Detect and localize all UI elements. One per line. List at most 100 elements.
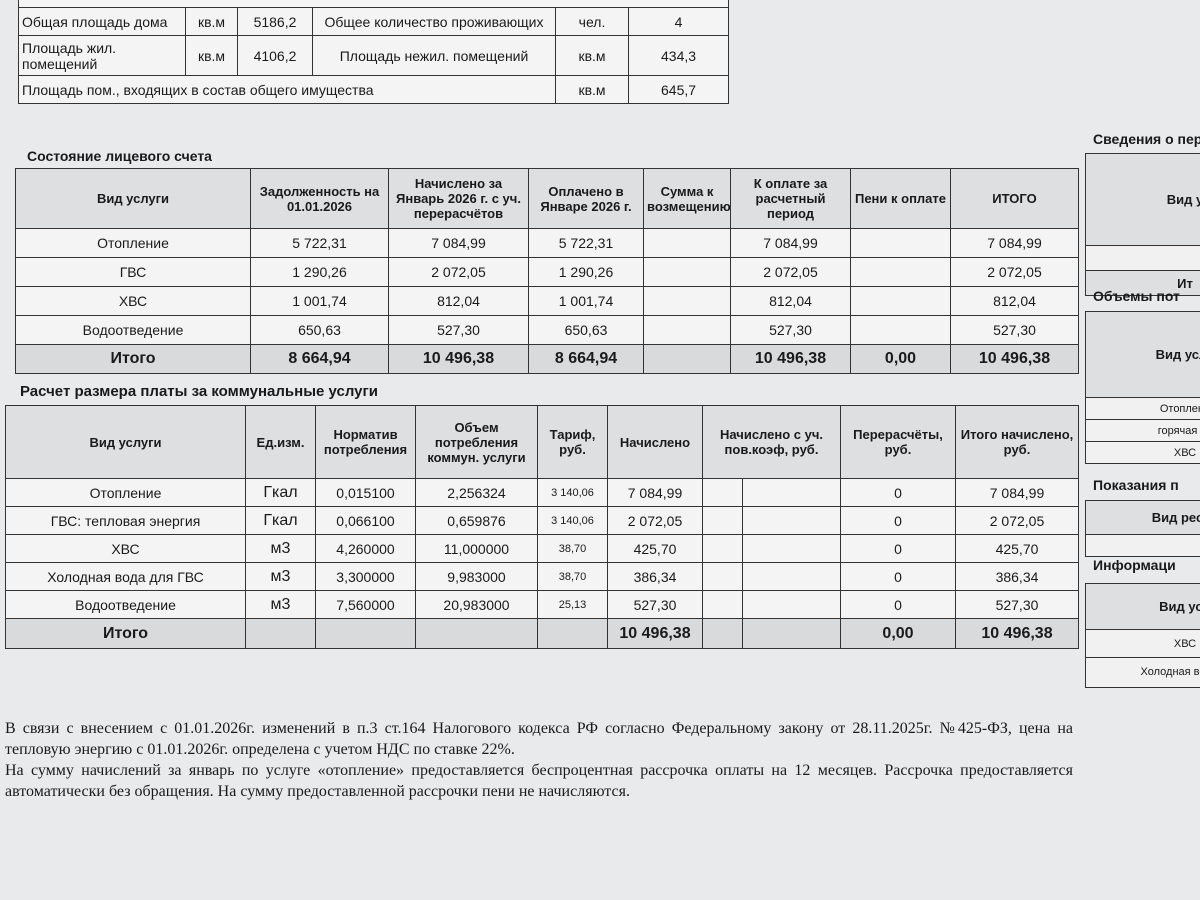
table-row: Отопление Гкал 0,015100 2,256324 3 140,06 7 0…: [5, 478, 1079, 507]
column-header: Сумма к возмещению: [643, 168, 731, 229]
cell: 10 496,38: [388, 344, 529, 374]
cell: 645,7: [627, 75, 730, 104]
cell: [850, 286, 951, 316]
cell: 1 001,74: [250, 286, 389, 316]
cell: [1085, 534, 1200, 557]
cell: [742, 590, 841, 619]
cell: Площадь пом., входящих в состав общего и…: [18, 75, 556, 104]
cell: [742, 562, 841, 591]
cell: 2 072,05: [730, 257, 851, 287]
cell: 10 496,38: [730, 344, 851, 374]
cell: 0,015100: [315, 478, 416, 507]
cell: Отопление: [5, 478, 246, 507]
table-row: Отопление 5 722,31 7 084,99 5 722,31 7 084,9…: [15, 228, 1079, 258]
cell: 9,983000: [415, 562, 538, 591]
column-header: Вид услуги: [5, 405, 246, 479]
column-header: Объем потребления коммун. услуги: [415, 405, 538, 479]
cell: Водоотведение: [5, 590, 246, 619]
cell: Ит: [1085, 270, 1200, 296]
cell: [850, 315, 951, 345]
cell: 7 084,99: [730, 228, 851, 258]
column-header: Пени к оплате: [850, 168, 951, 229]
cell: Площадь жил. помещений: [18, 35, 186, 76]
cell: чел.: [555, 7, 629, 36]
cell: кв.м: [185, 35, 238, 76]
cell: 4106,2: [237, 35, 313, 76]
cell: 0: [840, 562, 956, 591]
column-header: Итого начислено, руб.: [955, 405, 1079, 479]
note-installment: На сумму начислений за январь по услуге …: [5, 762, 1073, 800]
cell: 527,30: [955, 590, 1079, 619]
cell: 5 722,31: [250, 228, 389, 258]
cell: кв.м: [185, 7, 238, 36]
cell: 1 290,26: [250, 257, 389, 287]
cell: Отоплени: [1085, 397, 1200, 420]
column-header: К оплате за расчетный период: [730, 168, 851, 229]
cell: 527,30: [950, 315, 1079, 345]
cell: 650,63: [528, 315, 644, 345]
cell: 650,63: [250, 315, 389, 345]
cell: 7 084,99: [950, 228, 1079, 258]
cell: Общее количество проживающих: [312, 7, 556, 36]
cell: [702, 534, 743, 563]
cell: 10 496,38: [607, 618, 703, 649]
cell: Гкал: [245, 478, 316, 507]
cell: кв.м: [555, 35, 629, 76]
cell: [702, 478, 743, 507]
cell: 10 496,38: [950, 344, 1079, 374]
cell: 5 722,31: [528, 228, 644, 258]
cell: 0: [840, 534, 956, 563]
house-info-table: Общая площадь дома кв.м 5186,2 Общее количе…: [17, 0, 730, 104]
cell: 812,04: [730, 286, 851, 316]
section-title: Информаци: [1093, 557, 1176, 573]
cell: 7,560000: [315, 590, 416, 619]
column-header: Норматив потребления: [315, 405, 416, 479]
cell: Итого: [15, 344, 251, 374]
table-row: ХВС 1 001,74 812,04 1 001,74 812,04 812,04: [15, 286, 1079, 316]
cell: [742, 534, 841, 563]
cell: 812,04: [950, 286, 1079, 316]
total-row: Итого 10 496,38 0,00 10 496,38: [5, 618, 1079, 649]
cell: м3: [245, 562, 316, 591]
cell: 5186,2: [237, 7, 313, 36]
cell: Холодная вода для ГВС: [5, 562, 246, 591]
cell: 2 072,05: [955, 506, 1079, 535]
section-title: Объемы пот: [1093, 288, 1180, 304]
cell: [537, 618, 608, 649]
column-header: Задолженность на 01.01.2026: [250, 168, 389, 229]
cell: 3 140,06: [537, 478, 608, 507]
cell: 4: [627, 7, 730, 36]
cell: [415, 618, 538, 649]
cell: ХВС: [1085, 629, 1200, 658]
cell: 10 496,38: [955, 618, 1079, 649]
calc-section-title: Расчет размера платы за коммунальные усл…: [20, 383, 378, 400]
column-header: Ед.изм.: [245, 405, 316, 479]
table-row: Водоотведение 650,63 527,30 650,63 527,30 527…: [15, 315, 1079, 345]
cell: ГВС: [15, 257, 251, 287]
table-row: ГВС: тепловая энергия Гкал 0,066100 0,65987…: [5, 506, 1079, 535]
cell: 4,260000: [315, 534, 416, 563]
cell: 386,34: [607, 562, 703, 591]
cell: 434,3: [627, 35, 730, 76]
cell: 425,70: [955, 534, 1079, 563]
column-header: Перерасчёты, руб.: [840, 405, 956, 479]
cell: [702, 506, 743, 535]
cell: ГВС: тепловая энергия: [5, 506, 246, 535]
cell: 38,70: [537, 562, 608, 591]
cell: 3 140,06: [537, 506, 608, 535]
cell: [643, 286, 731, 316]
column-header: Начислено за Январь 2026 г. с уч. перера…: [388, 168, 529, 229]
cell: 7 084,99: [388, 228, 529, 258]
note-vat: В связи с внесением с 01.01.2026г. измен…: [5, 720, 1073, 758]
column-header: Оплачено в Январе 2026 г.: [528, 168, 644, 229]
cell: 0,066100: [315, 506, 416, 535]
notes: В связи с внесением с 01.01.2026г. измен…: [5, 718, 1073, 802]
account-section-title: Состояние лицевого счета: [27, 148, 212, 164]
table-row: ГВС 1 290,26 2 072,05 1 290,26 2 072,05 2 072…: [15, 257, 1079, 287]
cell: [702, 562, 743, 591]
cell: 8 664,94: [250, 344, 389, 374]
cell: Отопление: [15, 228, 251, 258]
cell: Водоотведение: [15, 315, 251, 345]
cell: [742, 478, 841, 507]
cell: [702, 618, 743, 649]
